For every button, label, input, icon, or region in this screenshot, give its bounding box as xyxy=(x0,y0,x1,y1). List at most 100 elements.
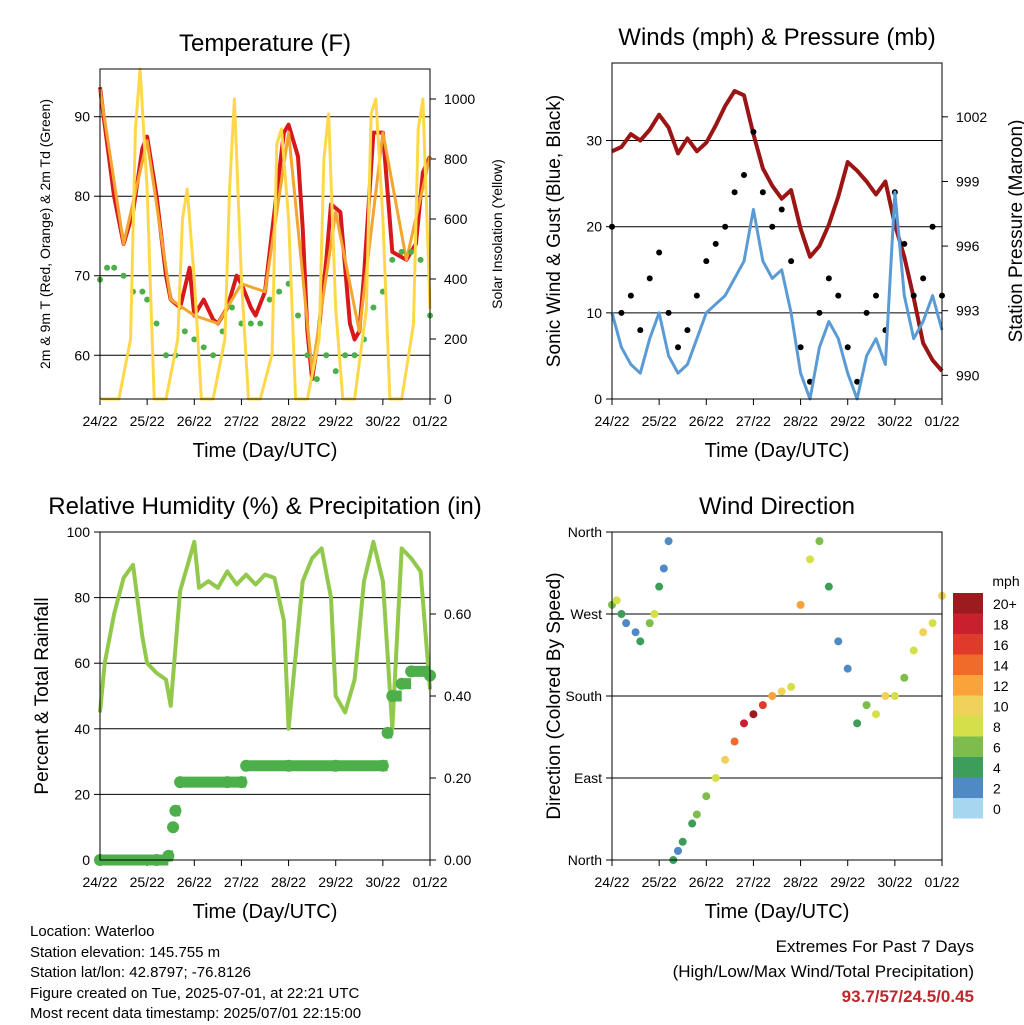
series-point xyxy=(929,223,936,230)
y-tick-label: North xyxy=(568,524,602,540)
chart-title: Temperature (F) xyxy=(179,30,351,57)
legend-swatch xyxy=(953,654,983,675)
direction-point xyxy=(678,837,687,846)
series-point xyxy=(675,344,681,351)
x-tick-label: 26/22 xyxy=(689,874,724,890)
y-tick-label-right: 400 xyxy=(444,271,468,287)
x-tick-label: 01/22 xyxy=(924,874,959,890)
legend-label: 20+ xyxy=(993,596,1017,612)
direction-point xyxy=(834,637,843,646)
y-tick-label: 60 xyxy=(74,347,90,363)
chart-winds: Winds (mph) & Pressure (mb) Time (Day/UTC… xyxy=(544,24,1024,462)
series-point xyxy=(778,206,785,213)
recent-text: Most recent data timestamp: 2025/07/01 2… xyxy=(30,1005,362,1022)
y-tick-label: 30 xyxy=(586,133,602,149)
plot-frame xyxy=(611,62,943,400)
direction-point xyxy=(617,610,626,618)
direction-point xyxy=(645,619,654,628)
series-point xyxy=(295,312,301,319)
y-tick-label-right: 800 xyxy=(444,151,468,167)
direction-point xyxy=(622,619,631,628)
x-tick-label: 27/22 xyxy=(224,413,259,429)
direction-point xyxy=(824,582,833,591)
series-point xyxy=(627,292,634,299)
station-info: Location: Waterloo Station elevation: 14… xyxy=(30,922,361,1025)
y-tick-label-right: 1002 xyxy=(956,109,987,125)
y-tick-label-right: 996 xyxy=(956,238,980,254)
direction-point xyxy=(881,692,890,700)
x-tick-label: 26/22 xyxy=(177,874,212,890)
created-text: Figure created on Tue, 2025-07-01, at 22… xyxy=(30,984,360,1002)
direction-point xyxy=(796,600,805,609)
legend-swatch xyxy=(953,675,983,696)
series-line xyxy=(611,89,944,373)
series-point xyxy=(844,344,851,351)
chart-title: Wind Direction xyxy=(699,493,855,520)
x-tick-label: 28/22 xyxy=(783,413,818,429)
series-point xyxy=(313,376,320,383)
y-axis-label: Percent & Total Rainfall xyxy=(32,597,53,794)
y-axis-label-right: Solar Insolation (Yellow) xyxy=(489,159,505,309)
direction-point xyxy=(631,628,640,637)
direction-point xyxy=(919,628,928,637)
y-tick-label: West xyxy=(570,606,602,622)
y-tick-label: 60 xyxy=(74,655,90,671)
series-point xyxy=(863,309,870,316)
y-axis-label-right: Station Pressure (Maroon) xyxy=(1006,120,1024,343)
legend-label: 0 xyxy=(993,801,1001,817)
series-point xyxy=(111,264,118,271)
y-tick-label: 90 xyxy=(74,109,90,125)
direction-point xyxy=(872,710,880,719)
plot-frame xyxy=(99,531,431,861)
location-text: Location: Waterloo xyxy=(30,923,155,940)
direction-point xyxy=(740,719,748,728)
y-tick-label-right: 0.00 xyxy=(444,852,471,868)
legend-label: 12 xyxy=(993,678,1009,694)
x-tick-label: 01/22 xyxy=(412,413,447,429)
legend-swatch xyxy=(953,716,983,737)
series-point xyxy=(618,309,625,316)
series-point xyxy=(417,256,424,263)
x-tick-label: 29/22 xyxy=(830,413,865,429)
y-tick-label-right: 993 xyxy=(956,303,980,319)
legend-swatch xyxy=(953,757,983,778)
legend-label: 18 xyxy=(993,617,1009,633)
x-tick-label: 29/22 xyxy=(318,874,353,890)
series-point xyxy=(703,258,710,265)
x-tick-label: 24/22 xyxy=(594,413,629,429)
legend-swatch xyxy=(953,613,983,634)
direction-point xyxy=(655,582,664,591)
direction-point xyxy=(843,664,852,673)
series-point xyxy=(684,327,691,334)
series-point xyxy=(342,352,349,359)
x-tick-label: 24/22 xyxy=(82,413,117,429)
y-tick-label: 0 xyxy=(594,391,602,407)
chart-wind_direction: Wind Direction Time (Day/UTC) Direction (C… xyxy=(544,493,1020,923)
extremes-title: Extremes For Past 7 Days xyxy=(775,937,974,956)
y-tick-label: 40 xyxy=(74,721,90,737)
direction-point xyxy=(900,673,909,682)
legend-label: 16 xyxy=(993,637,1009,653)
series-point xyxy=(637,327,644,334)
series-point xyxy=(104,264,111,271)
series-point xyxy=(323,352,330,359)
series-point xyxy=(835,292,842,299)
y-tick-label-right: 0.40 xyxy=(444,688,471,704)
y-tick-label-right: 990 xyxy=(956,367,980,383)
x-tick-label: 28/22 xyxy=(271,413,306,429)
series-point xyxy=(665,309,672,316)
series-point xyxy=(304,352,311,359)
x-tick-label: 28/22 xyxy=(271,874,306,890)
y-tick-label: 100 xyxy=(67,524,91,540)
extremes-subtitle: (High/Low/Max Wind/Total Precipitation) xyxy=(672,962,974,981)
series-point xyxy=(788,258,795,265)
y-tick-label-right: 999 xyxy=(956,173,980,189)
series-point xyxy=(750,128,757,135)
y-tick-label: 80 xyxy=(74,188,90,204)
y-tick-label: 0 xyxy=(82,852,90,868)
direction-point xyxy=(862,701,871,710)
y-tick-label-right: 600 xyxy=(444,211,468,227)
series-point xyxy=(144,296,151,303)
direction-point xyxy=(711,774,720,782)
x-tick-label: 30/22 xyxy=(365,413,400,429)
